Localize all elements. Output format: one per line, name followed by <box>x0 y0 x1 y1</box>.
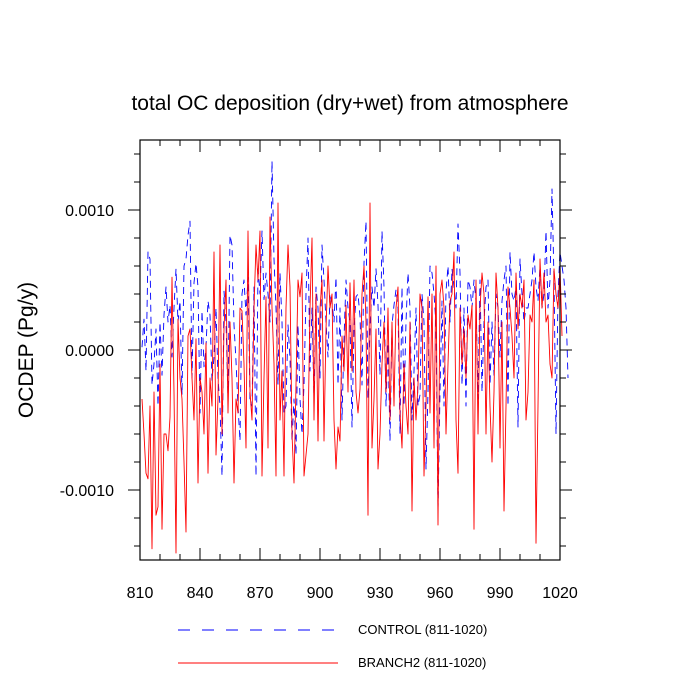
x-tick-label: 990 <box>487 585 514 602</box>
y-tick-label: 0.0000 <box>65 343 114 360</box>
y-tick-label: -0.0010 <box>60 483 114 500</box>
legend-label-control: CONTROL (811-1020) <box>358 622 487 637</box>
x-tick-label: 960 <box>427 585 454 602</box>
x-tick-label: 870 <box>247 585 274 602</box>
x-tick-label: 840 <box>187 585 214 602</box>
series-layer <box>141 160 569 554</box>
ticks-layer: 810 840 870 900 930 960 990 1020 -0.0010 0.0000 0.… <box>60 140 578 602</box>
x-tick-label: 900 <box>307 585 334 602</box>
legend: CONTROL (811-1020) BRANCH2 (811-1020) <box>178 622 487 670</box>
x-tick-label: 930 <box>367 585 394 602</box>
chart-title: total OC deposition (dry+wet) from atmos… <box>131 92 568 115</box>
x-tick-label: 810 <box>127 585 154 602</box>
legend-label-branch2: BRANCH2 (811-1020) <box>358 655 486 670</box>
y-axis-label: OCDEP (Pg/y) <box>15 282 38 418</box>
series-line-branch2 <box>141 202 563 554</box>
x-tick-label: 1020 <box>542 585 578 602</box>
y-tick-label: 0.0010 <box>65 203 114 220</box>
